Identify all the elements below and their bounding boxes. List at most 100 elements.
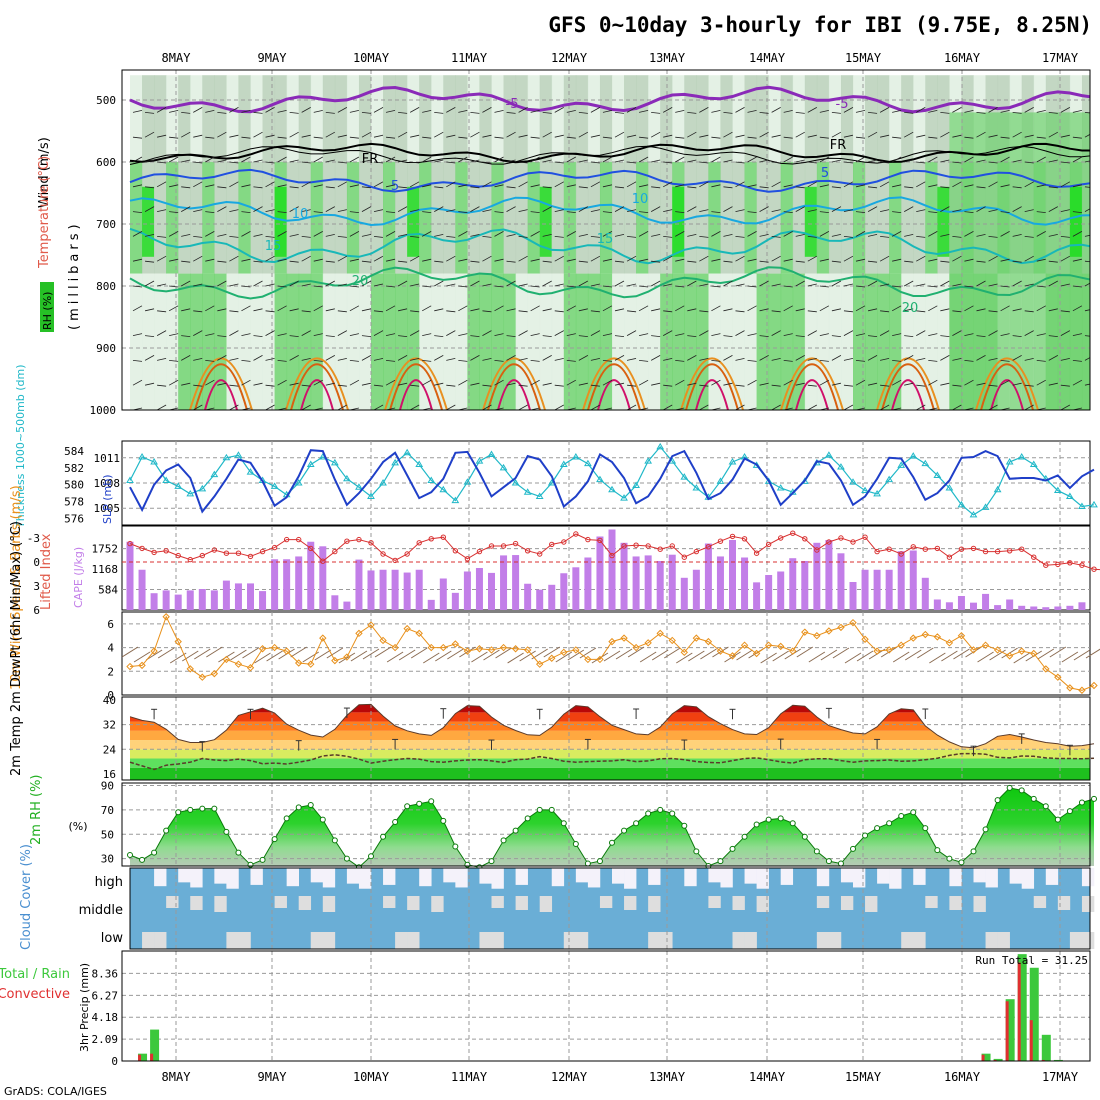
cape-bar bbox=[849, 582, 857, 610]
wind-barb bbox=[144, 206, 155, 212]
thickness-point bbox=[764, 477, 773, 484]
wind-barb bbox=[542, 131, 552, 138]
wind10m-barb bbox=[917, 647, 934, 659]
wind-barb bbox=[578, 355, 589, 361]
wind-barb bbox=[952, 310, 962, 313]
wind-barb bbox=[590, 209, 600, 212]
wind10m-barb bbox=[651, 649, 669, 661]
cape-bar bbox=[536, 589, 544, 610]
rh-point bbox=[319, 816, 326, 823]
wind10m-barb bbox=[844, 652, 862, 664]
wind-barb bbox=[132, 379, 143, 386]
boundary-isotherm bbox=[300, 379, 334, 410]
rh-point bbox=[970, 848, 977, 855]
wind-barb bbox=[663, 209, 673, 212]
wind-barb bbox=[976, 260, 986, 263]
wind-barb bbox=[976, 308, 986, 312]
wind-barb bbox=[458, 258, 468, 262]
wind-barb bbox=[337, 358, 347, 361]
wind10m-barb bbox=[194, 648, 211, 660]
slp-tick: 1011 bbox=[94, 452, 121, 465]
wind-barb bbox=[253, 234, 263, 237]
wind-barb bbox=[699, 209, 709, 212]
precip-total-bar bbox=[993, 1058, 1003, 1061]
wind-barb bbox=[385, 305, 396, 312]
thickness-point bbox=[234, 451, 243, 458]
wind-barb bbox=[650, 131, 661, 138]
wind-barb bbox=[506, 234, 516, 237]
cloud-gap bbox=[1033, 896, 1047, 908]
wind-barb bbox=[229, 134, 239, 138]
wind-barb bbox=[229, 310, 239, 313]
wind-speed-point bbox=[813, 632, 821, 640]
rh-shade-cell bbox=[865, 273, 878, 410]
wind10m-barb bbox=[700, 648, 717, 660]
wind-barb bbox=[458, 211, 468, 213]
cape-bar bbox=[415, 569, 423, 610]
wind-barb bbox=[928, 184, 938, 188]
wind-barb bbox=[940, 159, 950, 163]
wind-barb bbox=[843, 255, 854, 262]
li-point bbox=[814, 547, 820, 553]
cape-bar bbox=[234, 583, 242, 610]
wind-barb bbox=[145, 335, 155, 337]
li-point bbox=[669, 543, 675, 549]
wind-barb bbox=[988, 330, 998, 336]
wind-barb bbox=[518, 181, 528, 188]
wind-barb bbox=[735, 404, 745, 410]
rh-point bbox=[958, 859, 965, 866]
wind-barb bbox=[506, 355, 516, 361]
wind-barb bbox=[349, 211, 359, 213]
date-label-bottom: 12MAY bbox=[551, 1070, 588, 1084]
slp-tick: 1008 bbox=[94, 477, 121, 490]
wind-barb bbox=[928, 156, 938, 163]
wind-barb bbox=[964, 305, 974, 312]
wind-speed-point bbox=[379, 636, 387, 645]
wind-barb bbox=[217, 186, 227, 189]
rh-point bbox=[886, 820, 893, 827]
temp-line bbox=[129, 703, 1095, 749]
wind-barb bbox=[952, 107, 962, 113]
thickness-point bbox=[162, 476, 171, 483]
wind-barb bbox=[988, 107, 998, 113]
wind-barb bbox=[1000, 285, 1010, 288]
boundary-isotherm bbox=[685, 363, 739, 410]
rh-point bbox=[452, 843, 459, 850]
temp-band bbox=[130, 749, 1090, 759]
wind-speed-point bbox=[427, 643, 435, 652]
wind-barb bbox=[952, 255, 962, 262]
cape-bar bbox=[1006, 599, 1014, 610]
rh-point bbox=[151, 849, 158, 856]
wind-barb bbox=[699, 134, 709, 138]
rh-point bbox=[994, 797, 1001, 804]
rh-point bbox=[621, 827, 628, 834]
rh-shade-cell bbox=[407, 186, 420, 257]
cape-bar bbox=[500, 555, 508, 610]
wind-barb bbox=[735, 107, 745, 113]
rh-shade-cell bbox=[154, 162, 167, 274]
cape-tick: 1168 bbox=[92, 563, 119, 576]
rh-point bbox=[223, 828, 230, 835]
li-point bbox=[211, 547, 218, 553]
wind-barb bbox=[1000, 110, 1010, 113]
wind-barb bbox=[638, 156, 649, 163]
cape-bar bbox=[343, 601, 351, 610]
cape-bar bbox=[174, 594, 182, 610]
rh-shade-cell bbox=[142, 273, 155, 410]
wind-barb bbox=[434, 260, 444, 263]
thickness-point bbox=[1005, 458, 1014, 465]
rh-shade-cell bbox=[443, 75, 456, 162]
li-point bbox=[1079, 562, 1085, 568]
wind-barb bbox=[542, 308, 552, 312]
ylabel-10m-wind: 10m Wind Speed & Barbs (m/s) bbox=[9, 485, 24, 690]
boundary-isotherm bbox=[290, 363, 344, 410]
rh-point bbox=[825, 858, 832, 865]
wind-speed-point bbox=[162, 613, 170, 621]
wind-barb bbox=[831, 112, 841, 114]
wind-barb bbox=[759, 382, 769, 386]
wind-speed-point bbox=[150, 647, 158, 655]
wind-barb bbox=[169, 184, 179, 188]
